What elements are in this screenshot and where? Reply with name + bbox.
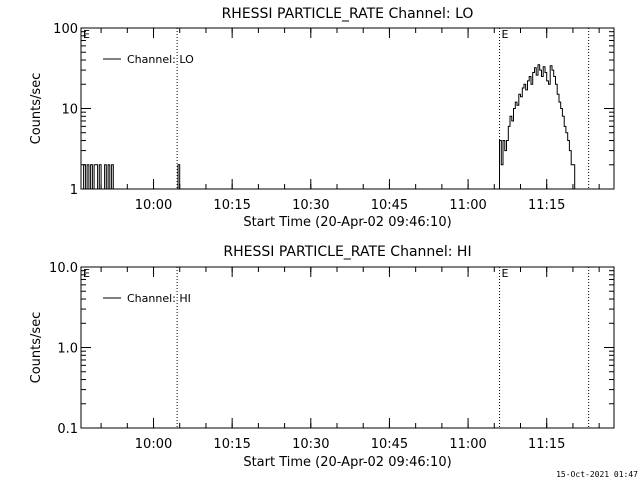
footer-timestamp: 15-Oct-2021 01:47 [556, 470, 638, 479]
series-line-channel-lo [81, 64, 576, 190]
y-tick-label: 1 [70, 183, 78, 198]
x-tick-label: 11:15 [528, 198, 565, 213]
y-tick-label: 1.0 [57, 342, 78, 357]
y-tick-label: 10.0 [49, 261, 78, 276]
x-tick-label: 10:30 [292, 198, 329, 213]
corner-label: E [83, 28, 90, 41]
corner-label: E [83, 267, 90, 280]
x-tick-label: 10:15 [213, 198, 250, 213]
legend-label: Channel: HI [127, 292, 191, 305]
event-marker-label: E [502, 28, 509, 41]
x-tick-label: 10:15 [213, 437, 250, 452]
x-tick-label: 10:00 [135, 198, 172, 213]
y-tick-label: 100 [53, 22, 78, 37]
x-tick-label: 10:45 [371, 437, 408, 452]
x-tick-label: 10:30 [292, 437, 329, 452]
x-tick-label: 10:45 [371, 198, 408, 213]
x-tick-label: 11:00 [449, 437, 486, 452]
x-tick-label: 10:00 [135, 437, 172, 452]
y-tick-label: 0.1 [57, 422, 78, 437]
y-axis-label: Counts/sec [29, 312, 44, 384]
x-axis-label: Start Time (20-Apr-02 09:46:10) [243, 215, 451, 230]
event-marker-label: E [502, 267, 509, 280]
x-tick-label: 11:15 [528, 437, 565, 452]
chart-title: RHESSI PARTICLE_RATE Channel: HI [223, 244, 471, 260]
x-axis-label: Start Time (20-Apr-02 09:46:10) [243, 455, 451, 470]
chart-title: RHESSI PARTICLE_RATE Channel: LO [222, 6, 474, 22]
y-axis-label: Counts/sec [29, 73, 44, 145]
x-tick-label: 11:00 [449, 198, 486, 213]
legend-label: Channel: LO [127, 53, 194, 66]
y-tick-label: 10 [61, 103, 78, 118]
